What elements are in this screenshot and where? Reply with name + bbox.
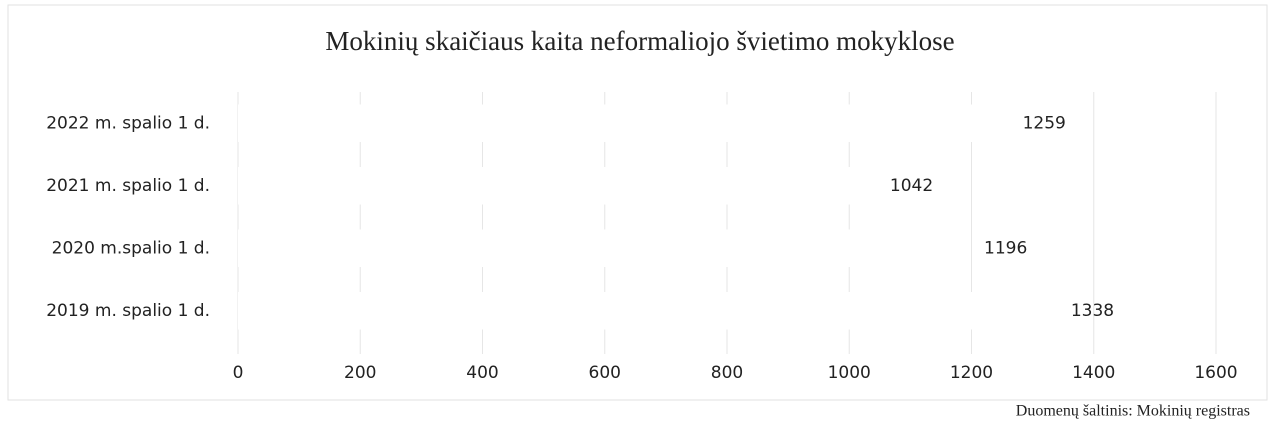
bar xyxy=(238,104,1008,142)
x-tick-label: 400 xyxy=(466,363,498,383)
y-tick-label: 2019 m. spalio 1 d. xyxy=(46,301,210,321)
data-label: 1259 xyxy=(1023,113,1066,133)
bar xyxy=(238,229,970,267)
x-tick-label: 800 xyxy=(711,363,743,383)
chart-frame xyxy=(7,4,1268,401)
chart-title: Mokinių skaičiaus kaita neformaliojo švi… xyxy=(325,26,954,56)
x-tick-label: 200 xyxy=(344,363,376,383)
x-tick-label: 1000 xyxy=(828,363,871,383)
x-tick-label: 1400 xyxy=(1072,363,1115,383)
y-tick-label: 2022 m. spalio 1 d. xyxy=(46,113,210,133)
data-label: 1196 xyxy=(984,238,1027,258)
bar xyxy=(238,167,875,205)
x-tick-label: 600 xyxy=(589,363,621,383)
x-tick-label: 0 xyxy=(233,363,244,383)
bar xyxy=(238,292,1056,330)
x-tick-label: 1600 xyxy=(1194,363,1237,383)
data-label: 1042 xyxy=(890,176,933,196)
x-tick-label: 1200 xyxy=(950,363,993,383)
y-tick-label: 2021 m. spalio 1 d. xyxy=(46,176,210,196)
data-label: 1338 xyxy=(1071,301,1114,321)
y-tick-label: 2020 m.spalio 1 d. xyxy=(52,238,210,258)
source-note: Duomenų šaltinis: Mokinių registras xyxy=(1016,403,1250,420)
